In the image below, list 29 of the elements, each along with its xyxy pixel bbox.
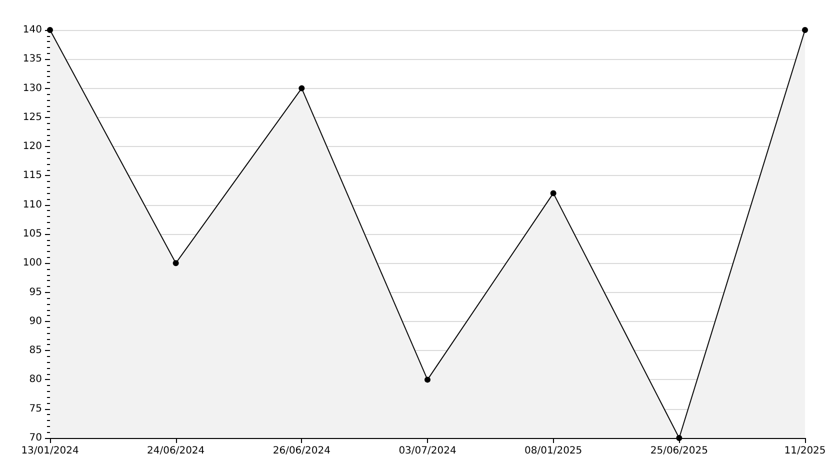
y-tick-label: 130 [22,82,42,94]
y-tick-label: 75 [29,403,42,414]
y-tick-label: 105 [22,228,42,240]
x-tick-label: 08/01/2025 [524,446,582,456]
point [550,190,556,196]
x-tick-label: 13/01/2024 [21,446,79,456]
x-tick-label: 24/06/2024 [147,446,205,456]
point [298,85,305,92]
y-tick-label: 95 [29,286,42,298]
y-tick-label: 70 [29,432,42,444]
x-tick-label: 25/06/2025 [650,446,708,456]
x-tick-label: 26/06/2024 [272,446,330,456]
y-tick-label: 135 [22,54,42,65]
y-tick-label: 80 [29,374,42,386]
y-tick-label: 115 [22,170,42,182]
y-tick-label: 110 [22,199,42,210]
point [47,27,53,33]
y-tick-label: 140 [22,24,42,36]
y-tick-label: 85 [29,345,42,356]
point [802,27,808,33]
x-tick-label: 11/2025 [784,446,826,456]
point [172,260,179,266]
y-tick-label: 120 [22,141,42,152]
y-tick-label: 125 [22,112,42,123]
point [676,435,682,441]
x-tick-label: 03/07/2024 [398,446,456,456]
y-tick-label: 100 [22,258,42,269]
point [424,376,430,383]
y-tick-label: 90 [29,316,42,327]
